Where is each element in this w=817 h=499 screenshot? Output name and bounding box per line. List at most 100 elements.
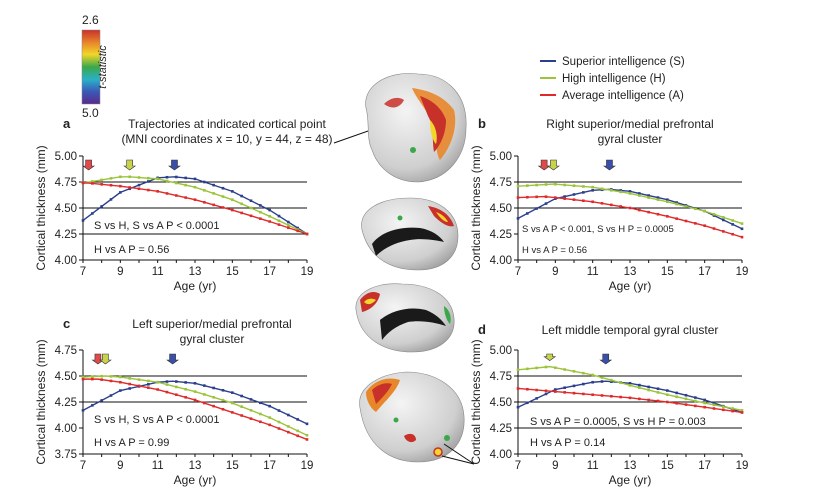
panel-d-series-S-point [638, 383, 641, 387]
panel-c-series-A-point [231, 411, 234, 414]
panel-a-series-S-point [137, 183, 141, 187]
panel-c-series-A-point [156, 388, 159, 391]
panel-a-series-S-point [277, 214, 281, 218]
panel-b-series-S-point [563, 195, 566, 198]
panel-d-series-S-point [572, 384, 576, 388]
panel-c-series-S-point [184, 381, 187, 384]
panel-c-series-H-point [175, 385, 178, 389]
panel-d-series-A-point [675, 402, 678, 405]
panel-d-series-S-point [600, 380, 604, 383]
panel-b-series-H-point [572, 184, 576, 188]
panel-d: d Left middle temporal gyral cluster 4.0… [469, 322, 748, 487]
panel-d-series-S-point [712, 401, 716, 405]
panel-d-series-A-point [666, 400, 669, 404]
panel-c-series-A-point [109, 379, 113, 383]
panel-a-series-A-point [231, 208, 234, 212]
panel-b-series-S-point [712, 214, 716, 217]
panel-b-series-S-point [516, 217, 520, 220]
panel-c-x-tick-label: 15 [226, 460, 239, 472]
panel-d-series-A-point [647, 398, 650, 402]
panel-c-series-H-point [165, 383, 169, 386]
panel-b-peak-arrow-S [603, 159, 616, 171]
panel-c-series-A-point [119, 380, 122, 384]
panel-c-y-tick-label: 4.50 [55, 371, 77, 383]
panel-d-series-H-point [731, 407, 734, 410]
panel-d-series-H-point [684, 397, 688, 401]
panel-b-series-S-point [722, 218, 725, 222]
panel-d-series-H-point [666, 393, 669, 397]
panel-b-series-A-point [684, 219, 688, 223]
panel-a-series-A-point [240, 211, 243, 215]
panel-b-series-A-point [666, 215, 669, 218]
panel-c-series-H-point [249, 409, 253, 412]
panel-d-series-A-point [591, 393, 594, 397]
panel-c-x-tick-label: 13 [189, 460, 202, 472]
panel-c-series-A-point [128, 382, 131, 386]
panel-b-series-A-point [638, 208, 641, 212]
panel-a-y-axis-title: Cortical thickness (mm) [34, 145, 48, 270]
panel-c-series-S-point [81, 409, 85, 412]
panel-c-series-S-point [231, 391, 234, 394]
panel-b-stat-1: S vs A P < 0.001, S vs H P = 0.0005 [522, 224, 674, 235]
panel-d-series-A-point [694, 404, 697, 408]
panel-a-series-H-point [268, 215, 271, 218]
panel-a-x-tick-label: 17 [263, 266, 276, 278]
panel-a-plot: 4.00 4.25 4.50 4.75 5.00 7 9 11 13 15 17 19 Age (yr)… [34, 145, 313, 293]
panel-d-series-A-point [554, 390, 557, 393]
brain-image-medial-left [355, 283, 455, 353]
panel-c-series-S-point [268, 404, 271, 408]
panel-a-series-A-point [147, 188, 150, 192]
callout: Trajectories at indicated cortical point… [121, 117, 406, 146]
panel-c-series-S-point [147, 383, 150, 386]
panel-b-x-tick-label: 19 [736, 266, 749, 278]
panel-d-series-A-point [582, 392, 585, 396]
panel-d-series-H-point [582, 371, 585, 375]
panel-d-peak-arrow-S [599, 353, 613, 365]
panel-b-peak-arrow-A [537, 159, 551, 171]
panel-b-series-H-point [628, 192, 632, 195]
panel-c-series-A-point [81, 377, 85, 381]
panel-d-x-tick-label: 7 [515, 460, 521, 472]
panel-a-peak-arrow-A [82, 159, 96, 171]
panel-d-series-H-point [600, 376, 604, 379]
panel-b-series-A-point [563, 197, 566, 200]
panel-d-x-tick-label: 9 [552, 460, 558, 472]
panel-c-series-S-point [287, 413, 290, 417]
panel-b-series-S-point [675, 201, 678, 204]
panel-c-series-S-point [109, 394, 113, 397]
panel-c-series-H-point [100, 374, 103, 378]
panel-d-series-S-point [544, 392, 548, 396]
panel-b-y-tick-label: 4.50 [490, 203, 512, 215]
panel-b-series-A-point [712, 227, 716, 230]
legend-label-average: Average intelligence (A) [562, 90, 684, 102]
panel-b-series-H-point [591, 185, 594, 189]
panel-d-series-S-point [666, 389, 669, 392]
panel-d-series-H-point [628, 384, 632, 387]
panel-c-series-H-point [156, 380, 159, 384]
panel-a-series-H-point [287, 223, 290, 227]
panel-b-series-S-point [638, 192, 641, 195]
panel-b-x-tick-label: 11 [587, 266, 599, 278]
panel-c-series-A-point [137, 384, 141, 388]
panel-c-series-H-point [81, 375, 85, 379]
panel-c-x-axis-title: Age (yr) [174, 473, 217, 487]
panel-a-x-tick-label: 19 [301, 266, 314, 278]
panel-c-series-S-point [296, 418, 299, 421]
panel-a-series-S-point [175, 175, 178, 179]
panel-a-series-S-point [147, 180, 150, 183]
panel-c-series-A-point [259, 420, 262, 424]
panel-a-series-H-point [128, 175, 131, 179]
panel-d-stat-1: S vs A P = 0.0005, S vs H P = 0.003 [530, 416, 706, 428]
panel-c-y-tick-label: 4.75 [55, 345, 77, 357]
panel-b-series-A-point [516, 196, 520, 199]
panel-c-series-H-point [259, 412, 262, 416]
panel-d-series-S-point [684, 393, 688, 397]
panel-d-x-axis-title: Age (yr) [609, 473, 652, 487]
panel-d-series-H-point [722, 405, 725, 408]
panel-a-series-H-point [119, 175, 122, 179]
panel-a-series-H-point [203, 189, 206, 192]
panel-a-series-A-point [91, 182, 94, 185]
panel-d-series-H-point [610, 378, 613, 382]
panel-c-series-A-point [277, 427, 281, 430]
panel-d-series-A-point [544, 389, 548, 393]
